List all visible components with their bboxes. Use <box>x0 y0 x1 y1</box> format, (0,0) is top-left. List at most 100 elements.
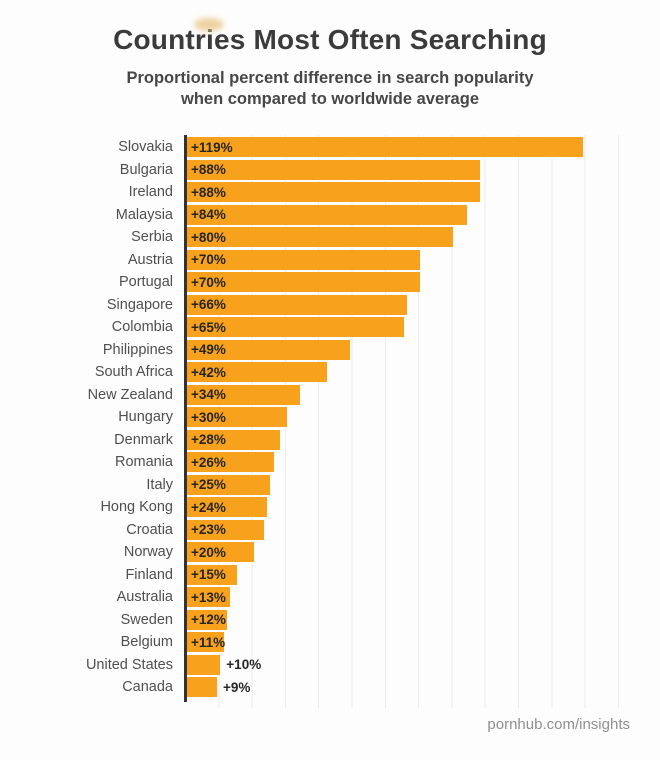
bar: +70% <box>187 272 421 293</box>
chart-row: Croatia +23% <box>0 519 660 542</box>
value-label: +88% <box>191 162 226 178</box>
country-label: New Zealand <box>87 386 173 403</box>
value-label: +20% <box>191 544 226 560</box>
chart-row: Romania +26% <box>0 451 660 474</box>
value-label-outside: +9% <box>223 679 251 695</box>
country-label: Colombia <box>111 319 173 336</box>
bar: +119% <box>187 137 584 158</box>
country-label: Denmark <box>114 431 173 448</box>
value-label: +26% <box>191 454 226 470</box>
country-label: South Africa <box>94 364 173 381</box>
chart-row: Hong Kong +24% <box>0 496 660 519</box>
bar: +66% <box>187 294 407 315</box>
bar: +80% <box>187 227 454 248</box>
y-axis-line <box>184 135 187 703</box>
value-label: +13% <box>191 589 226 605</box>
chart-row: Sweden +12% <box>0 609 660 632</box>
country-label: Austria <box>127 251 173 268</box>
infographic-page: Countries Most Often Searching Proportio… <box>0 18 660 734</box>
bar: +42% <box>187 362 327 383</box>
bar: +15% <box>187 564 237 585</box>
country-label: Finland <box>125 566 173 583</box>
value-label: +70% <box>191 252 226 268</box>
chart-row: Norway +20% <box>0 541 660 564</box>
bar: +30% <box>187 407 287 428</box>
bar: +20% <box>187 542 254 563</box>
chart-title: Countries Most Often Searching <box>113 24 547 55</box>
chart-row: Finland +15% <box>0 564 660 587</box>
chart-row: United States +10% <box>0 654 660 677</box>
chart-row: Philippines +49% <box>0 339 660 362</box>
value-label: +12% <box>191 612 226 628</box>
bar <box>187 677 217 698</box>
value-label: +11% <box>191 634 226 650</box>
value-label: +70% <box>191 274 226 290</box>
value-label: +24% <box>191 499 226 515</box>
bar: +28% <box>187 429 281 450</box>
country-label: Belgium <box>120 634 173 651</box>
value-label: +66% <box>191 297 226 313</box>
chart-row: Ireland +88% <box>0 181 660 204</box>
country-label: Croatia <box>126 521 173 538</box>
bar: +70% <box>187 249 421 270</box>
value-label: +34% <box>191 387 226 403</box>
chart-row: Colombia +65% <box>0 316 660 339</box>
chart-row: South Africa +42% <box>0 361 660 384</box>
chart-row: Portugal +70% <box>0 271 660 294</box>
chart-row: Hungary +30% <box>0 406 660 429</box>
chart-row: Austria +70% <box>0 249 660 272</box>
chart-row: Italy +25% <box>0 474 660 497</box>
country-label: Bulgaria <box>119 161 173 178</box>
value-label: +119% <box>191 139 233 155</box>
country-label: Philippines <box>102 341 173 358</box>
value-label: +28% <box>191 432 226 448</box>
country-label: Canada <box>122 679 173 696</box>
value-label-outside: +10% <box>226 657 262 673</box>
bar <box>187 654 221 675</box>
bar: +24% <box>187 497 267 518</box>
country-label: Slovakia <box>118 139 173 156</box>
country-label: Australia <box>116 589 173 606</box>
value-label: +23% <box>191 522 226 538</box>
country-label: Hungary <box>118 409 173 426</box>
bar: +84% <box>187 204 467 225</box>
country-label: Italy <box>146 476 173 493</box>
country-label: Hong Kong <box>100 499 173 516</box>
chart-row: Belgium +11% <box>0 631 660 654</box>
country-label: Ireland <box>128 184 173 201</box>
chart-rows: Slovakia +119% Bulgaria +88% Ireland +88… <box>0 136 660 699</box>
bar: +25% <box>187 474 271 495</box>
country-label: Romania <box>114 454 173 471</box>
value-label: +65% <box>191 319 226 335</box>
value-label: +84% <box>191 207 226 223</box>
value-label: +15% <box>191 567 226 583</box>
country-label: Malaysia <box>115 206 173 223</box>
value-label: +49% <box>191 342 226 358</box>
bar: +12% <box>187 609 227 630</box>
chart-subtitle-line2: when compared to worldwide average <box>181 90 479 109</box>
country-label: Serbia <box>131 229 173 246</box>
country-label: Singapore <box>106 296 173 313</box>
chart-row: Bulgaria +88% <box>0 159 660 182</box>
value-label: +42% <box>191 364 226 380</box>
cropped-logo-mark <box>194 18 224 31</box>
source-attribution: pornhub.com/insights <box>487 716 630 734</box>
chart-row: Slovakia +119% <box>0 136 660 159</box>
bar: +88% <box>187 159 480 180</box>
value-label: +80% <box>191 229 226 245</box>
bar: +26% <box>187 452 274 473</box>
chart-row: Denmark +28% <box>0 429 660 452</box>
chart-subtitle: Proportional percent difference in searc… <box>0 68 660 110</box>
value-label: +25% <box>191 477 226 493</box>
bar: +34% <box>187 384 301 405</box>
chart-row: New Zealand +34% <box>0 384 660 407</box>
chart-subtitle-line1: Proportional percent difference in searc… <box>126 69 534 87</box>
country-label: Portugal <box>118 274 173 291</box>
chart-row: Singapore +66% <box>0 294 660 317</box>
country-label: Norway <box>123 544 173 561</box>
bar: +65% <box>187 317 404 338</box>
chart-row: Canada +9% <box>0 676 660 699</box>
value-label: +88% <box>191 184 226 200</box>
chart-row: Serbia +80% <box>0 226 660 249</box>
bar: +88% <box>187 182 480 203</box>
